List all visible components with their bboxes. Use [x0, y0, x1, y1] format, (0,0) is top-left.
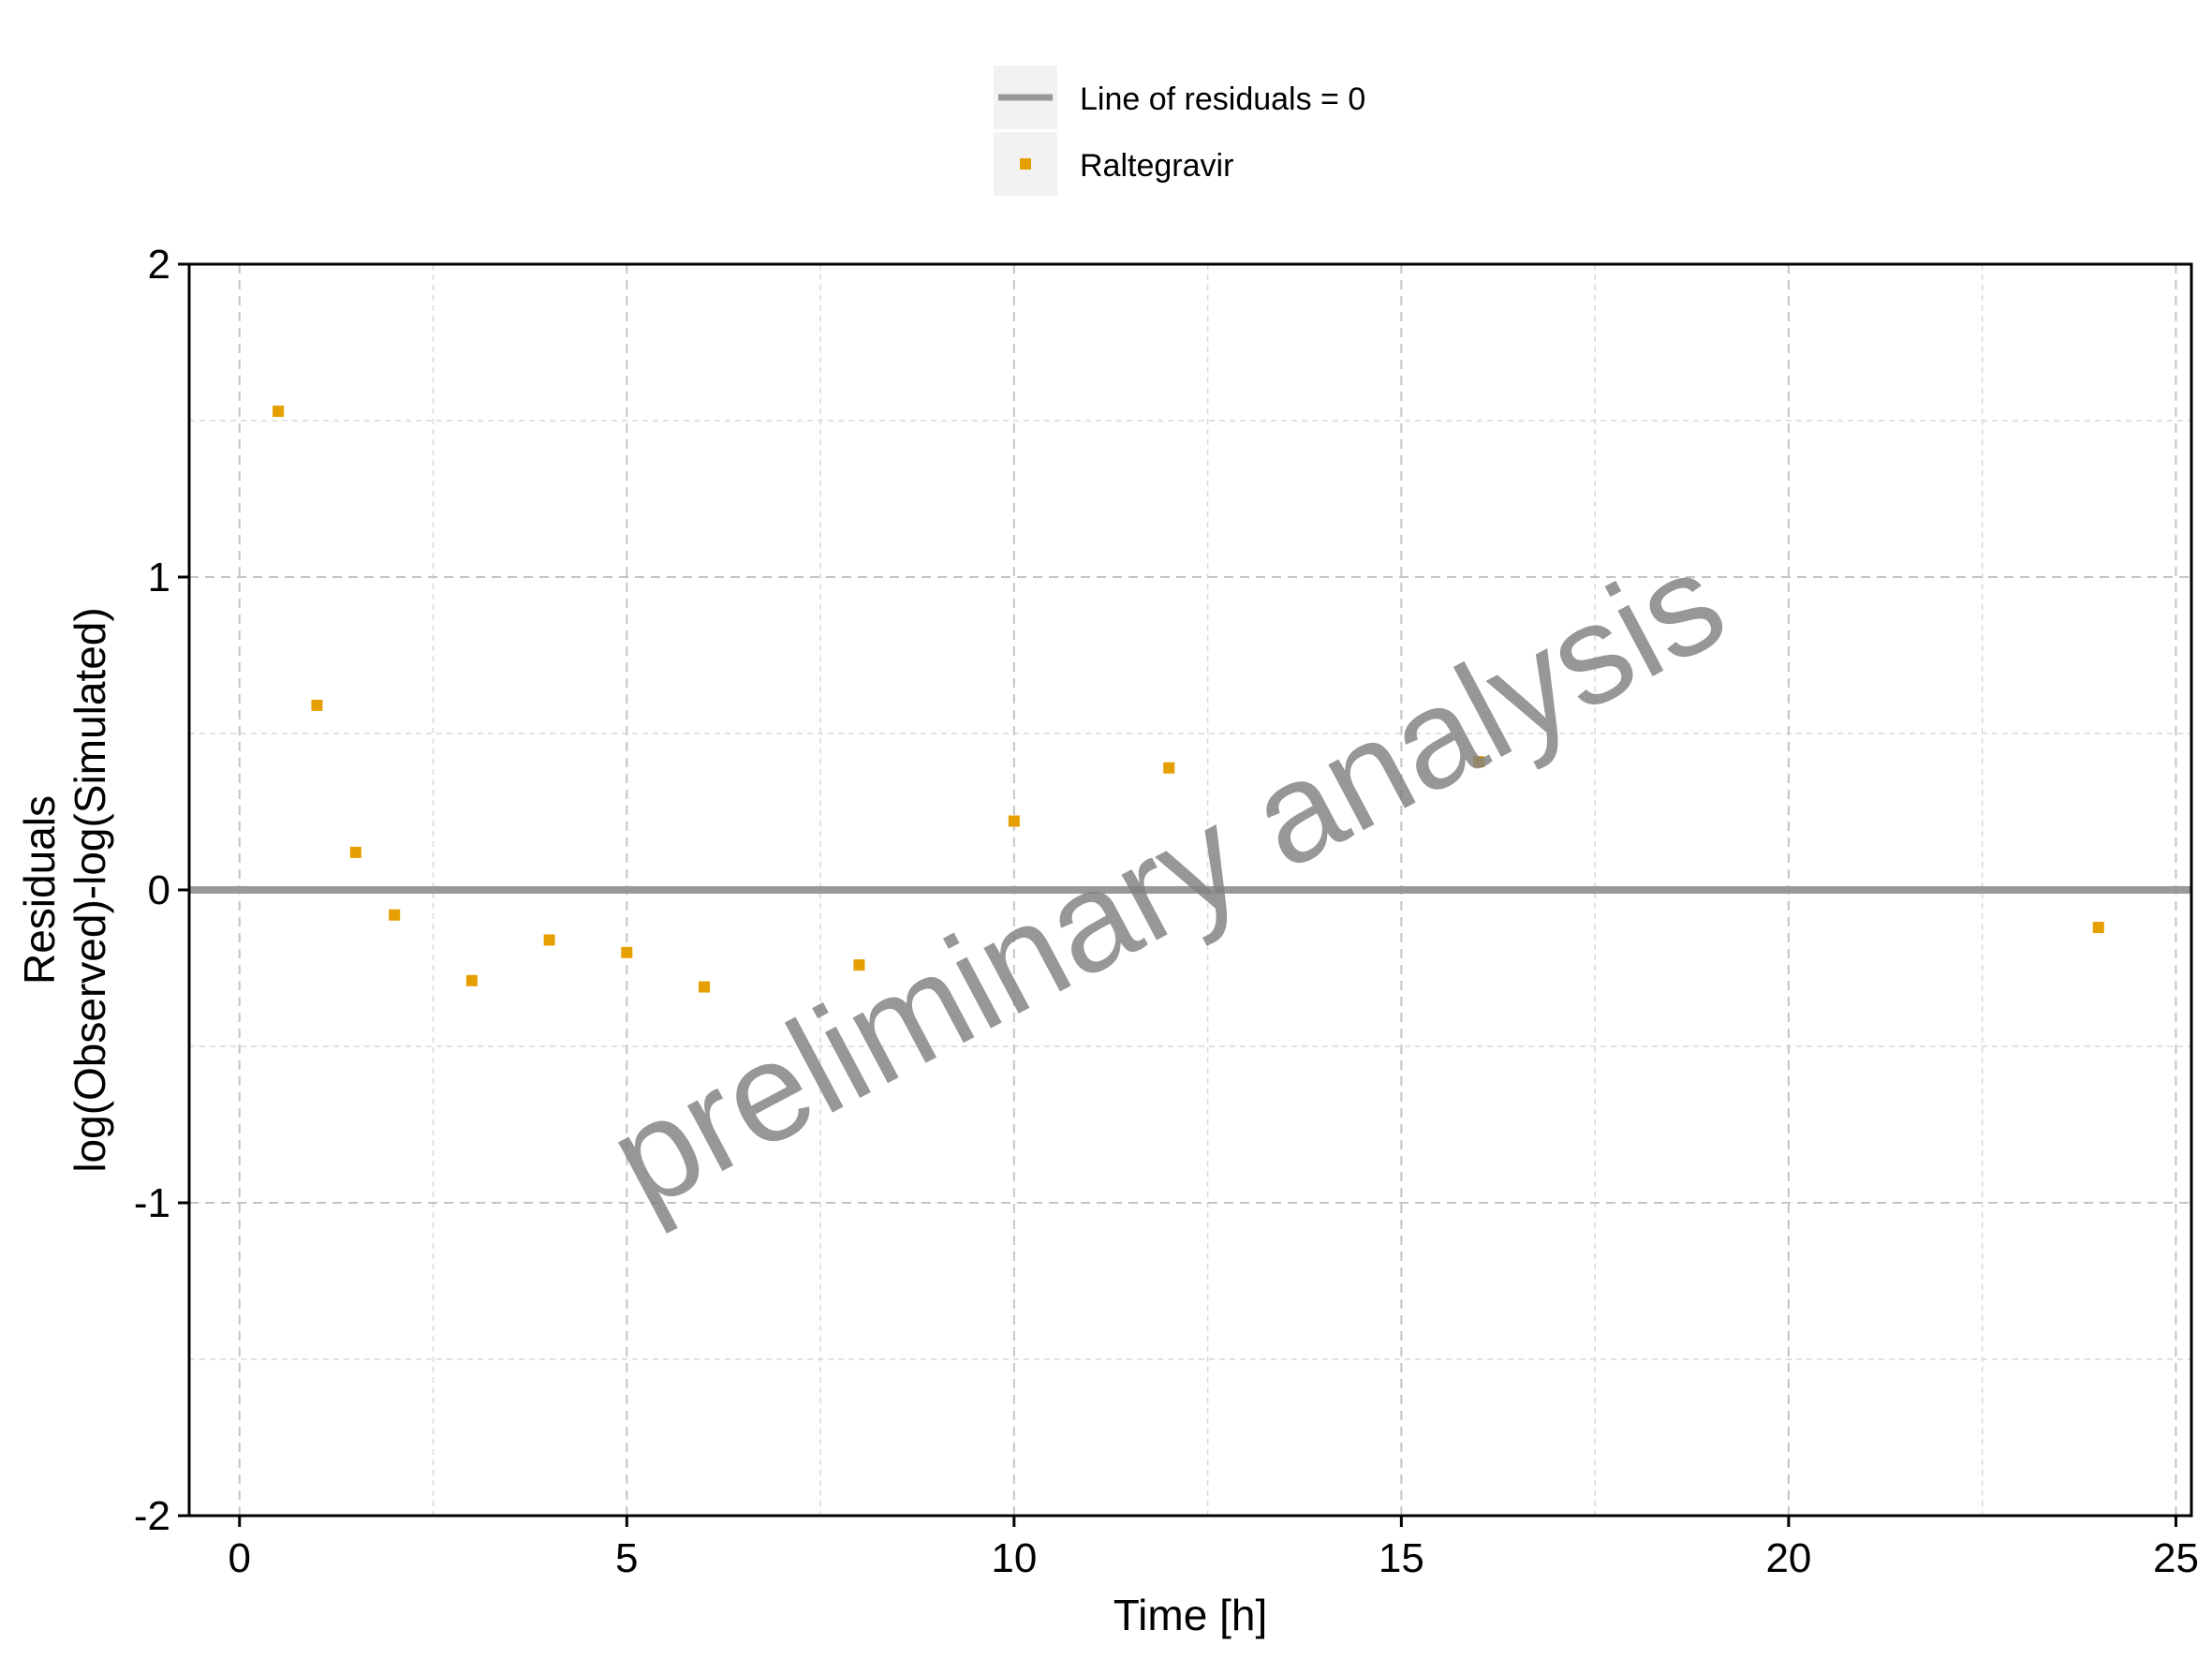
data-point — [1473, 756, 1485, 768]
y-tick-label: 0 — [148, 867, 170, 913]
data-point — [2092, 922, 2104, 934]
minor-gridlines — [189, 264, 2191, 1516]
x-axis-ticks: 0 5 10 15 20 25 — [229, 1516, 2199, 1581]
x-tick-label: 15 — [1379, 1535, 1424, 1581]
data-point — [699, 981, 711, 993]
data-point — [621, 946, 633, 958]
legend-raltegravir-marker — [1020, 158, 1031, 170]
data-point — [543, 934, 555, 946]
y-tick-label: -2 — [134, 1493, 170, 1539]
x-tick-label: 20 — [1765, 1535, 1811, 1581]
data-point — [349, 846, 361, 858]
data-point — [1163, 762, 1175, 774]
x-axis-title: Time [h] — [1113, 1591, 1267, 1639]
y-tick-label: -1 — [134, 1180, 170, 1226]
data-point — [1008, 815, 1020, 827]
x-tick-label: 25 — [2153, 1535, 2199, 1581]
y-tick-label: 2 — [148, 242, 170, 288]
data-point — [465, 974, 478, 986]
y-axis-title-line1: Residuals — [15, 795, 64, 985]
data-point — [389, 909, 401, 921]
x-tick-label: 0 — [229, 1535, 251, 1581]
y-tick-label: 1 — [148, 555, 170, 600]
y-axis-title: Residuals log(Observed)-log(Simulated) — [15, 607, 114, 1172]
legend: Line of residuals = 0 Raltegravir — [994, 66, 1365, 196]
x-tick-label: 10 — [991, 1535, 1037, 1581]
x-tick-label: 5 — [615, 1535, 638, 1581]
data-point — [853, 959, 865, 971]
legend-label-reference-line: Line of residuals = 0 — [1080, 81, 1365, 117]
data-point — [273, 405, 285, 417]
watermark-layer: preliminary analysis — [585, 521, 1748, 1239]
data-point — [311, 699, 323, 711]
y-axis-ticks: -2 -1 0 1 2 — [134, 242, 189, 1539]
data-points-layer — [273, 405, 2104, 993]
legend-label-raltegravir: Raltegravir — [1080, 148, 1233, 184]
watermark-text: preliminary analysis — [585, 521, 1748, 1239]
y-axis-title-line2: log(Observed)-log(Simulated) — [66, 607, 114, 1172]
